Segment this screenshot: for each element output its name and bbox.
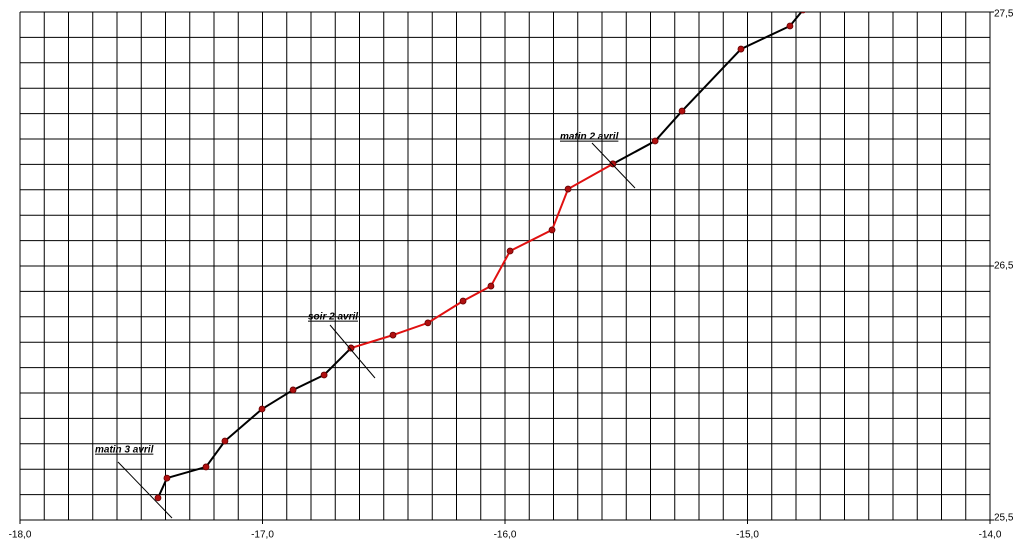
annotations: matin 3 avril soir 2 avril matin 2 avril [95,132,636,519]
annotation-leader [329,324,376,379]
x-tick-label: -15,0 [736,530,759,541]
point [258,405,266,413]
annotation-leader [117,461,173,519]
point [609,160,617,168]
plot [154,12,806,502]
point [202,463,210,471]
y-tick-label: 25,5 [994,513,1014,524]
point [163,474,171,482]
point [154,494,162,502]
point [320,371,328,379]
grid: -18,0 -17,0 -16,0 -15,0 -14,0 25,5 26,5 27,5 [9,9,1014,541]
point [651,137,659,145]
point [459,297,467,305]
annotation-leader [591,142,636,189]
annotation: soir 2 avril [308,312,358,323]
x-tick-label: -14,0 [979,530,1002,541]
y-tick-label: 26,5 [994,261,1014,272]
point [424,319,432,327]
point [506,247,514,255]
x-tick-label: -16,0 [494,530,517,541]
x-tick-label: -17,0 [251,530,274,541]
point [786,22,794,30]
series-line [350,163,614,349]
annotation: matin 2 avril [560,132,619,143]
point [678,107,686,115]
annotation: matin 3 avril [95,445,154,456]
y-tick-label: 27,5 [994,9,1014,20]
point [800,12,806,14]
point [564,185,572,193]
point [389,331,397,339]
series-line [157,347,352,499]
point [221,437,229,445]
series-line [612,12,803,165]
point [487,282,495,290]
point [347,344,355,352]
point [548,226,556,234]
point [737,45,745,53]
point [289,386,297,394]
x-tick-label: -18,0 [9,530,32,541]
